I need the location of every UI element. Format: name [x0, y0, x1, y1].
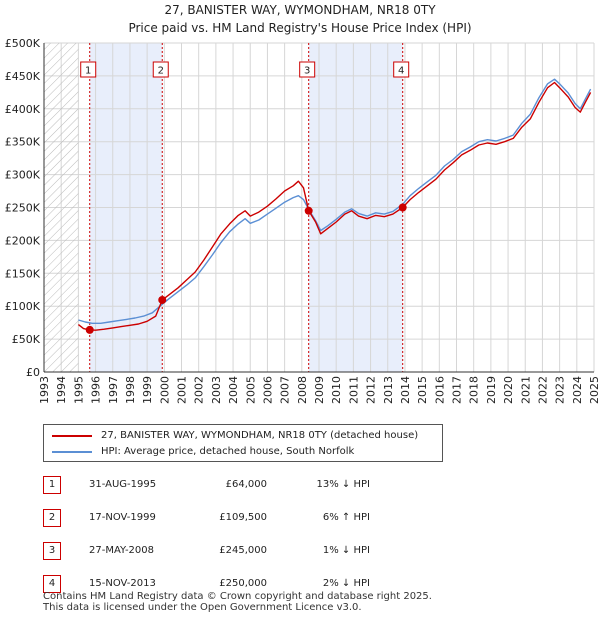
x-tick-label: 2007 — [279, 376, 292, 404]
x-tick-label: 2024 — [571, 376, 584, 404]
x-tick-label: 1996 — [90, 376, 103, 404]
sale-date: 15-NOV-2013 — [89, 578, 156, 589]
sale-date: 31-AUG-1995 — [89, 479, 157, 490]
x-tick-label: 2015 — [416, 376, 429, 404]
sale-hpi-diff: 6% ↑ HPI — [322, 512, 370, 523]
sale-date: 17-NOV-1999 — [89, 512, 156, 523]
y-tick-label: £200K — [5, 234, 41, 247]
no-data-region — [44, 43, 79, 372]
x-tick-label: 1999 — [141, 376, 154, 404]
sale-number-badge: 1 — [43, 476, 61, 494]
sale-number-label: 2 — [158, 66, 164, 77]
y-tick-label: £300K — [5, 169, 41, 182]
x-tick-label: 1993 — [38, 376, 51, 404]
x-tick-label: 2016 — [433, 376, 446, 404]
sale-point — [85, 325, 94, 334]
y-tick-label: £400K — [5, 103, 41, 116]
x-tick-label: 2020 — [502, 376, 515, 404]
x-tick-label: 2010 — [330, 376, 343, 404]
x-tick-label: 2004 — [227, 376, 240, 404]
x-tick-label: 2018 — [468, 376, 481, 404]
x-tick-label: 2008 — [296, 376, 309, 404]
y-tick-label: £150K — [5, 267, 41, 280]
x-tick-label: 2023 — [554, 376, 567, 404]
x-tick-label: 2005 — [244, 376, 257, 404]
sale-number-box — [393, 61, 410, 78]
footer-copyright: Contains HM Land Registry data © Crown c… — [43, 591, 432, 602]
sale-point — [398, 203, 407, 212]
sale-number-badge: 4 — [43, 575, 61, 593]
y-tick-label: £50K — [12, 333, 41, 346]
sale-hpi-diff: 13% ↓ HPI — [316, 479, 370, 490]
legend-label-hpi: HPI: Average price, detached house, Sout… — [101, 446, 355, 457]
legend-label-property: 27, BANISTER WAY, WYMONDHAM, NR18 0TY (d… — [101, 430, 419, 441]
chart-title: 27, BANISTER WAY, WYMONDHAM, NR18 0TY — [164, 3, 436, 17]
y-tick-label: £350K — [5, 136, 41, 149]
sale-number-box — [80, 61, 97, 78]
x-tick-label: 2014 — [399, 376, 412, 404]
sale-row: 2 17-NOV-1999 £109,500 6% ↑ HPI — [43, 505, 463, 538]
chart-subtitle: Price paid vs. HM Land Registry's House … — [128, 21, 472, 35]
legend-swatch-hpi — [52, 451, 92, 453]
sale-price: £245,000 — [219, 545, 267, 556]
hpi-line — [78, 78, 592, 324]
sale-number-label: 4 — [398, 66, 404, 77]
sale-price: £64,000 — [225, 479, 267, 490]
x-tick-label: 2006 — [261, 376, 274, 404]
x-tick-label: 2022 — [536, 376, 549, 404]
sale-row: 1 31-AUG-1995 £64,000 13% ↓ HPI — [43, 472, 463, 505]
sale-hpi-diff: 1% ↓ HPI — [322, 545, 370, 556]
x-tick-label: 2000 — [158, 376, 171, 404]
footer-attribution: Contains HM Land Registry data © Crown c… — [43, 591, 432, 613]
sale-row: 3 27-MAY-2008 £245,000 1% ↓ HPI — [43, 538, 463, 571]
sales-table: 1 31-AUG-1995 £64,000 13% ↓ HPI 2 17-NOV… — [43, 472, 463, 604]
x-tick-label: 1997 — [107, 376, 120, 404]
x-tick-label: 2003 — [210, 376, 223, 404]
x-tick-label: 2012 — [365, 376, 378, 404]
sale-hpi-diff: 2% ↓ HPI — [322, 578, 370, 589]
x-tick-label: 2025 — [588, 376, 600, 404]
sale-point — [158, 295, 167, 304]
footer-licence: This data is licensed under the Open Gov… — [43, 602, 362, 613]
x-tick-label: 2009 — [313, 376, 326, 404]
sale-number-label: 1 — [85, 66, 91, 77]
sale-number-box — [299, 61, 316, 78]
x-tick-label: 2019 — [485, 376, 498, 404]
y-tick-label: £250K — [5, 202, 41, 215]
chart-legend: 27, BANISTER WAY, WYMONDHAM, NR18 0TY (d… — [43, 424, 443, 462]
x-tick-label: 1998 — [124, 376, 137, 404]
x-tick-label: 2002 — [193, 376, 206, 404]
x-tick-label: 1995 — [72, 376, 85, 404]
x-tick-label: 2017 — [451, 376, 464, 404]
x-tick-label: 2001 — [176, 376, 189, 404]
y-tick-label: £0 — [26, 366, 40, 379]
y-tick-label: £450K — [5, 70, 41, 83]
x-tick-label: 2013 — [382, 376, 395, 404]
sale-number-badge: 3 — [43, 542, 61, 560]
x-tick-label: 2021 — [519, 376, 532, 404]
sale-price: £250,000 — [219, 578, 267, 589]
y-tick-label: £500K — [5, 37, 41, 50]
sale-price: £109,500 — [219, 512, 267, 523]
sale-row: 4 15-NOV-2013 £250,000 2% ↓ HPI — [43, 571, 463, 604]
sale-number-badge: 2 — [43, 509, 61, 527]
x-tick-label: 1994 — [55, 376, 68, 404]
x-tick-label: 2011 — [347, 376, 360, 404]
sale-number-box — [152, 61, 169, 78]
price-chart: 1 2 3 4 £0 £50K £100K £150K £200K £250K £300K £350… — [5, 37, 600, 404]
y-tick-label: £100K — [5, 300, 41, 313]
sale-date: 27-MAY-2008 — [89, 545, 155, 556]
legend-swatch-property — [52, 435, 92, 437]
sale-number-label: 3 — [304, 66, 310, 77]
sale-point — [304, 206, 313, 215]
